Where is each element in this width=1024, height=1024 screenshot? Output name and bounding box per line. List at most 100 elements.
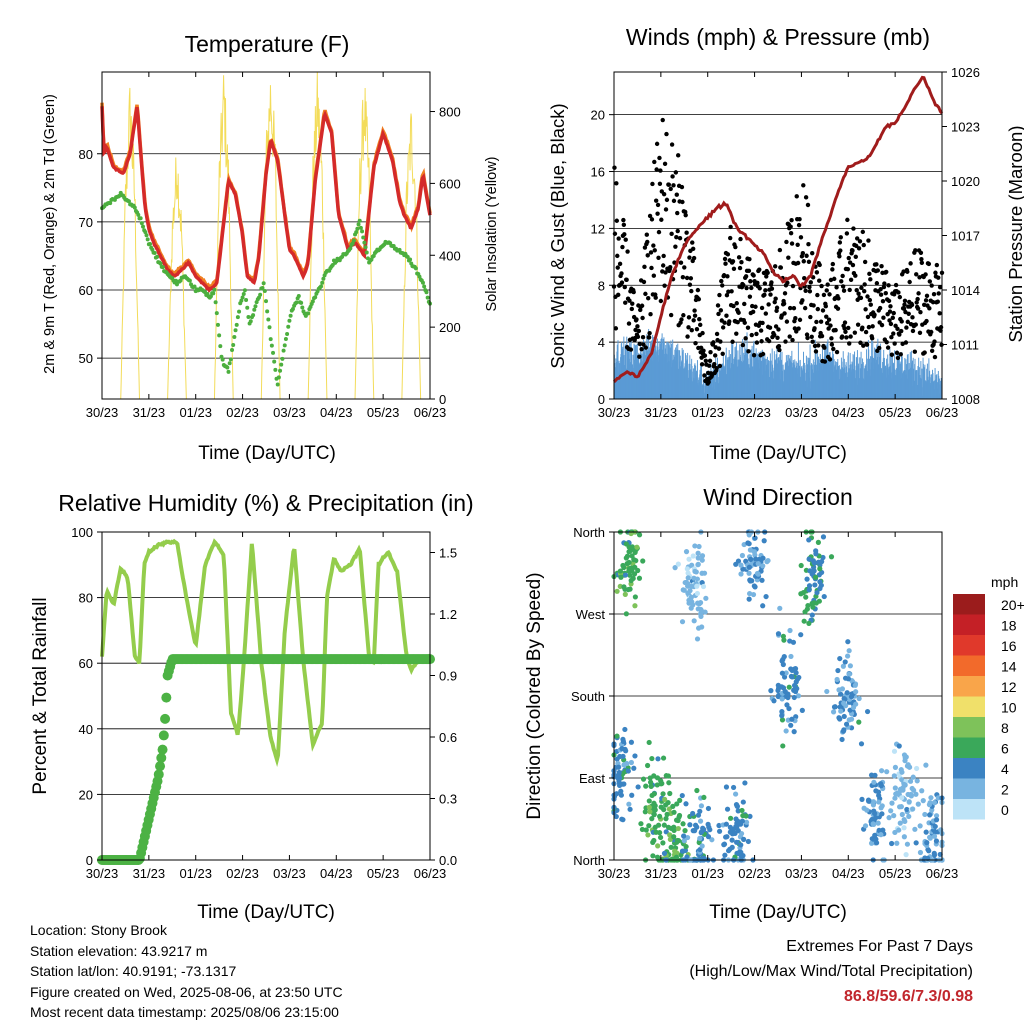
wind-gust-point bbox=[646, 335, 652, 340]
wind-direction-point bbox=[632, 594, 638, 600]
wind-direction-point bbox=[667, 790, 673, 797]
wind-direction-point bbox=[722, 852, 728, 858]
wind-gust-point bbox=[743, 336, 748, 341]
wind-direction-point bbox=[816, 598, 822, 604]
wind-gust-point bbox=[854, 236, 860, 241]
wind-direction-point bbox=[781, 654, 787, 660]
wind-direction-point bbox=[910, 774, 916, 780]
wind-gust-point bbox=[747, 256, 752, 262]
wind-gust-point bbox=[623, 237, 628, 242]
wind-gust-point bbox=[769, 286, 775, 291]
wind-gust-point bbox=[800, 250, 806, 256]
wind-gust-point bbox=[746, 268, 752, 274]
wind-direction-point bbox=[680, 821, 686, 827]
wind-direction-point bbox=[780, 633, 786, 639]
wind-direction-point bbox=[695, 561, 701, 567]
wind-gust-point bbox=[845, 217, 850, 223]
temperature-xlabel: Time (Day/UTC) bbox=[198, 443, 336, 464]
colorbar-swatch bbox=[953, 799, 985, 820]
location-text: Location: Stony Brook bbox=[30, 922, 167, 938]
wind-direction-point bbox=[896, 789, 902, 796]
wind-gust-point bbox=[937, 311, 942, 316]
wind-direction-point bbox=[919, 788, 925, 794]
wind-direction-point bbox=[620, 738, 626, 744]
wind-direction-point bbox=[876, 827, 882, 833]
dewpoint-point bbox=[144, 233, 149, 238]
wind-direction-point bbox=[765, 557, 771, 564]
temperature-title: Temperature (F) bbox=[185, 31, 350, 57]
temperature-ytick-label: 70 bbox=[79, 215, 93, 230]
wind-direction-point bbox=[688, 605, 694, 611]
wind-direction-point bbox=[734, 803, 740, 809]
wind-gust-point bbox=[840, 273, 845, 279]
wind-gust-point bbox=[883, 290, 888, 296]
wind-gust-point bbox=[786, 255, 791, 260]
wind-gust-point bbox=[787, 334, 792, 339]
wind-gust-point bbox=[652, 248, 657, 253]
wind-gust-point bbox=[833, 327, 838, 333]
wind-gust-point bbox=[706, 363, 712, 368]
wind-gust-point bbox=[692, 308, 697, 313]
wind-gust-point bbox=[720, 351, 725, 357]
wind-gust-point bbox=[697, 317, 702, 322]
wind-direction-point bbox=[884, 769, 890, 775]
wind-direction-point bbox=[875, 820, 881, 826]
wind-gust-point bbox=[860, 229, 866, 235]
wind-gust-point bbox=[715, 303, 721, 308]
wind-direction-point bbox=[915, 801, 921, 807]
wind-direction-point bbox=[682, 579, 688, 586]
wind-gust-point bbox=[787, 305, 793, 311]
wind-direction-point bbox=[618, 574, 624, 580]
wind-direction-point bbox=[716, 828, 723, 834]
wind-direction-point bbox=[684, 566, 690, 572]
wind-direction-point bbox=[665, 824, 672, 830]
dewpoint-point bbox=[158, 261, 163, 266]
wind-gust-point bbox=[802, 275, 807, 281]
wind-direction-point bbox=[738, 849, 744, 855]
wind-gust-point bbox=[934, 262, 940, 268]
wind-direction-point bbox=[691, 618, 697, 624]
wind-gust-point bbox=[785, 280, 790, 285]
dewpoint-point bbox=[213, 300, 218, 305]
wind-gust-point bbox=[936, 291, 941, 296]
wind-direction-point bbox=[687, 588, 693, 594]
wind-gust-point bbox=[832, 276, 837, 282]
wind-gust-point bbox=[777, 247, 783, 253]
wind-gust-point bbox=[927, 306, 932, 311]
dewpoint-point bbox=[408, 257, 413, 262]
wind-gust-point bbox=[729, 289, 734, 294]
wind-gust-point bbox=[783, 339, 788, 344]
wind-gust-point bbox=[640, 315, 645, 321]
wind-gust-point bbox=[816, 343, 821, 348]
direction-xtick-label: 30/23 bbox=[598, 866, 631, 881]
wind-direction-point bbox=[879, 768, 885, 774]
wind-gust-point bbox=[838, 248, 843, 253]
humidity-ylabel-left: Percent & Total Rainfall bbox=[30, 597, 51, 794]
wind-gust-point bbox=[840, 284, 846, 289]
wind-gust-point bbox=[674, 192, 679, 197]
wind-direction-point bbox=[811, 560, 818, 566]
dewpoint-point bbox=[288, 313, 293, 318]
wind-gust-point bbox=[641, 342, 646, 347]
wind-gust-point bbox=[773, 296, 778, 301]
wind-direction-point bbox=[663, 829, 669, 835]
wind-gust-point bbox=[642, 264, 647, 270]
wind-direction-point bbox=[642, 809, 648, 815]
wind-direction-point bbox=[852, 682, 858, 688]
wind-gust-point bbox=[660, 117, 665, 123]
dewpoint-point bbox=[212, 287, 217, 292]
wind-direction-point bbox=[634, 544, 640, 550]
wind-direction-point bbox=[660, 755, 667, 761]
wind-gust-point bbox=[613, 326, 619, 331]
dewpoint-point bbox=[280, 356, 285, 361]
wind-direction-point bbox=[894, 840, 900, 846]
wind-direction-point bbox=[789, 674, 795, 680]
dewpoint-point bbox=[217, 333, 222, 338]
dewpoint-point bbox=[358, 225, 363, 230]
wind-gust-point bbox=[842, 320, 848, 325]
direction-xtick-label: 31/23 bbox=[645, 866, 678, 881]
wind-gust-point bbox=[724, 292, 730, 298]
wind-gust-point bbox=[790, 283, 796, 289]
wind-direction-point bbox=[738, 842, 744, 848]
wind-direction-point bbox=[752, 584, 758, 590]
